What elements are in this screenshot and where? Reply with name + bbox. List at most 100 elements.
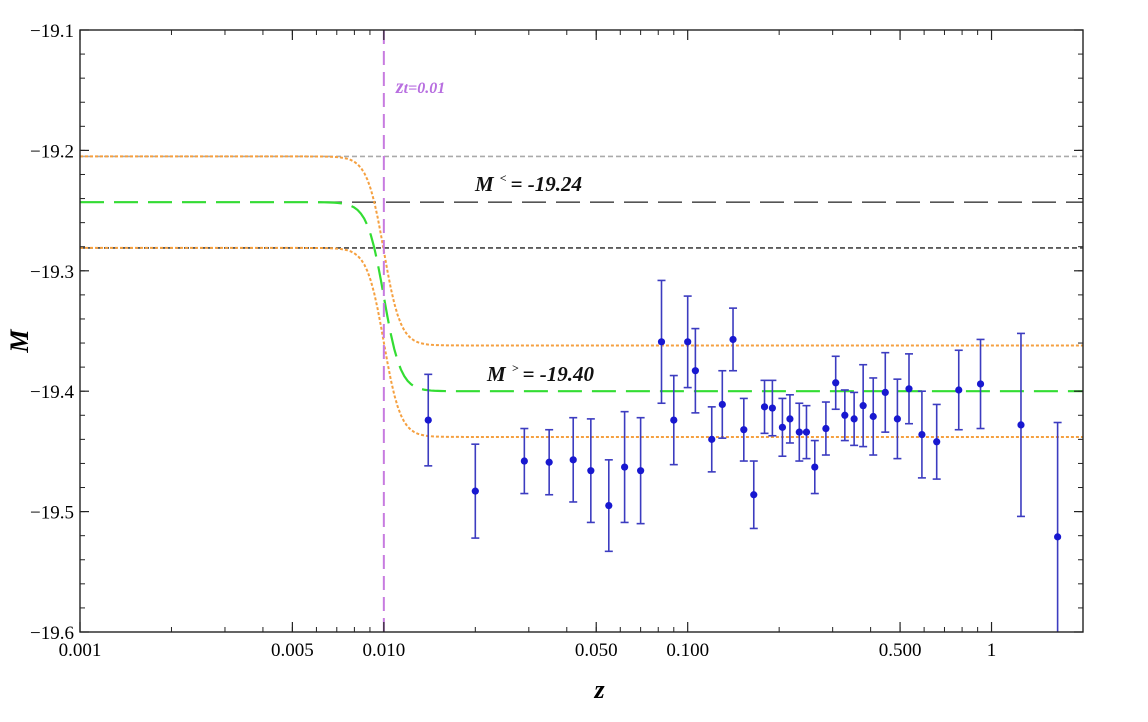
data-point-group [1016,332,1025,518]
data-point-group [768,379,777,437]
annotation-low-suffix: = -19.24 [511,172,582,196]
data-points-layer [424,279,1062,632]
data-point-group [729,307,738,372]
data-point-group [620,410,629,524]
data-point [750,491,758,499]
y-tick-label: −19.5 [30,503,74,524]
data-point [795,428,803,436]
data-point [691,367,699,375]
x-tick-label: 0.050 [575,640,618,661]
data-point-group [840,389,849,442]
annotation-high-redshift: M > = -19.40 [486,361,594,386]
x-tick-label: 0.100 [666,640,709,661]
data-point [832,379,840,387]
y-tick-label: −19.1 [30,21,74,42]
data-point-group [707,406,716,473]
data-point [670,416,678,424]
labels-layer: z M zt=0.01 M < = -19.24 M > = -19.40 [5,76,605,704]
data-point [605,501,613,510]
data-point [657,338,666,346]
data-point-group [669,374,678,466]
data-point-group [718,369,727,439]
data-point-group [1053,421,1062,632]
data-point-group [802,404,811,460]
transition-label-sub: t=0.01 [404,80,446,97]
x-tick-label: 0.500 [879,640,922,661]
data-point-group [683,295,692,389]
data-point [869,412,877,421]
data-point [955,386,963,394]
annotation-low-sup: < [500,171,507,185]
data-point-group [778,397,787,458]
data-point-group [976,338,985,430]
transition-label: zt=0.01 [395,76,445,98]
data-point [545,458,553,466]
y-tick-label: −19.6 [30,623,74,644]
data-point-group [869,377,878,456]
transition-label-main: z [395,76,404,98]
data-point-group [785,394,794,444]
data-point [569,456,577,464]
x-tick-label: 0.010 [362,640,405,661]
data-point [933,438,941,446]
data-point-group [424,373,433,467]
data-point-group [604,459,613,553]
data-point [976,380,985,388]
data-point-group [821,401,830,456]
data-point [850,415,858,423]
data-point-group [904,353,913,425]
data-point [708,435,716,443]
model-mean-curve [80,201,1083,393]
data-point [1017,421,1025,429]
data-point-group [691,327,700,414]
data-point [520,457,528,465]
data-point [768,404,776,412]
data-point [718,400,726,409]
annotation-high-suffix: = -19.40 [523,362,595,386]
data-point [621,463,629,471]
data-point [841,411,849,419]
data-point [811,463,819,471]
x-tick-label: 0.001 [59,640,102,661]
data-point-group [586,418,595,524]
data-point-group [810,439,819,495]
data-point-group [471,443,480,539]
data-point-group [954,349,963,431]
data-point [822,424,830,433]
data-point-group [859,363,868,448]
data-point-group [545,428,554,496]
y-tick-label: −19.2 [30,141,74,162]
data-point [729,335,737,344]
data-point [881,388,889,397]
data-point-group [881,351,890,433]
data-point [893,415,902,423]
model-lower-band-curve [80,246,1083,438]
data-point-group [520,427,529,495]
data-point [918,430,926,439]
data-point [859,402,867,410]
data-point [740,426,748,434]
annotation-high-sup: > [512,361,519,375]
data-point-group [917,390,926,479]
data-point [1054,533,1062,541]
data-point [471,487,479,495]
data-point [802,428,811,436]
annotation-low-redshift: M < = -19.24 [474,171,582,196]
x-tick-label: 0.005 [271,640,314,661]
plot-frame-layer [79,29,1084,633]
data-point [760,403,769,411]
data-point [905,385,913,393]
reference-lines-layer [80,155,1083,249]
x-axis-title: z [593,675,605,704]
data-point [778,423,787,431]
data-point-group [569,416,578,503]
data-point-group [739,397,748,462]
x-tick-label: 1 [987,640,997,661]
plot-frame [79,29,1084,633]
data-point-group [932,403,941,480]
data-point-group [749,460,758,530]
data-point [786,415,794,423]
data-point-group [893,378,902,460]
data-point [684,338,692,346]
